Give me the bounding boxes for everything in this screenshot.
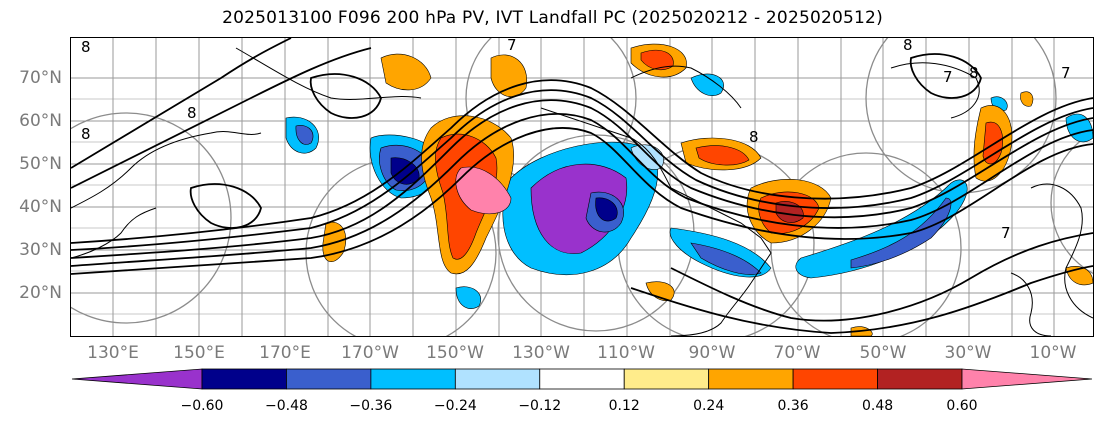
colorbar-tick-label: 0.60 bbox=[946, 398, 978, 414]
map-panel: 8 8 8 8 8 7 7 8 7 7 bbox=[70, 37, 1094, 337]
colorbar-segment bbox=[201, 368, 287, 390]
lon-label-150e: 150°E bbox=[173, 343, 225, 363]
colorbar-tick-label: 0.36 bbox=[777, 398, 809, 414]
colorbar-segment bbox=[792, 368, 878, 390]
colorbar-tick-label: 0.48 bbox=[861, 398, 894, 414]
colorbar-segment bbox=[708, 368, 794, 390]
contour-label: 8 bbox=[81, 38, 91, 56]
colorbar-tick-label: −0.36 bbox=[349, 398, 393, 414]
contour-label: 8 bbox=[903, 38, 913, 54]
contour-label: 8 bbox=[969, 64, 979, 82]
lon-label-30w: 30°W bbox=[944, 343, 992, 363]
lat-label-60n: 60°N bbox=[19, 111, 62, 131]
colorbar bbox=[70, 366, 1096, 396]
contour-label: 7 bbox=[1001, 224, 1011, 242]
contour-label: 8 bbox=[749, 128, 759, 146]
map-title: 2025013100 F096 200 hPa PV, IVT Landfall… bbox=[222, 8, 883, 28]
contour-label: 7 bbox=[1061, 64, 1071, 82]
lat-label-50n: 50°N bbox=[19, 154, 62, 174]
lon-label-150w: 150°W bbox=[426, 343, 484, 363]
colorbar-extend-min bbox=[71, 368, 203, 390]
pv-contours bbox=[71, 38, 1093, 334]
lon-label-90w: 90°W bbox=[688, 343, 736, 363]
contour-label: 8 bbox=[81, 125, 91, 143]
lon-label-50w: 50°W bbox=[859, 343, 907, 363]
colorbar-segment bbox=[877, 368, 963, 390]
colorbar-segment bbox=[370, 368, 456, 390]
lat-label-20n: 20°N bbox=[19, 283, 62, 303]
colorbar-tick-label: −0.12 bbox=[518, 398, 562, 414]
contour-label: 7 bbox=[943, 68, 953, 86]
lon-label-170w: 170°W bbox=[341, 343, 399, 363]
colorbar-tick-label: −0.48 bbox=[264, 398, 308, 414]
colorbar-segment bbox=[623, 368, 710, 390]
colorbar-tick-label: 0.12 bbox=[608, 398, 640, 414]
lon-label-70w: 70°W bbox=[773, 343, 821, 363]
lat-label-70n: 70°N bbox=[19, 68, 62, 88]
contour-label: 7 bbox=[507, 38, 517, 54]
colorbar-tick-label: −0.60 bbox=[180, 398, 224, 414]
lon-label-110w: 110°W bbox=[597, 343, 655, 363]
lon-label-130w: 130°W bbox=[512, 343, 570, 363]
lat-label-40n: 40°N bbox=[19, 197, 62, 217]
colorbar-segment bbox=[539, 368, 625, 390]
colorbar-segment bbox=[454, 368, 541, 390]
contour-labels: 8 8 8 8 8 7 7 8 7 7 bbox=[81, 38, 1071, 242]
colorbar-segment bbox=[286, 368, 372, 390]
colorbar-segments bbox=[71, 368, 1093, 390]
colorbar-extend-max bbox=[961, 368, 1093, 390]
contour-label: 8 bbox=[187, 104, 197, 122]
lon-label-130e: 130°E bbox=[87, 343, 139, 363]
lat-label-30n: 30°N bbox=[19, 240, 62, 260]
lon-label-10w: 10°W bbox=[1029, 343, 1077, 363]
lon-label-170e: 170°E bbox=[259, 343, 311, 363]
colorbar-tick-label: −0.24 bbox=[433, 398, 477, 414]
coastlines bbox=[71, 47, 1093, 336]
colorbar-tick-label: 0.24 bbox=[693, 398, 725, 414]
